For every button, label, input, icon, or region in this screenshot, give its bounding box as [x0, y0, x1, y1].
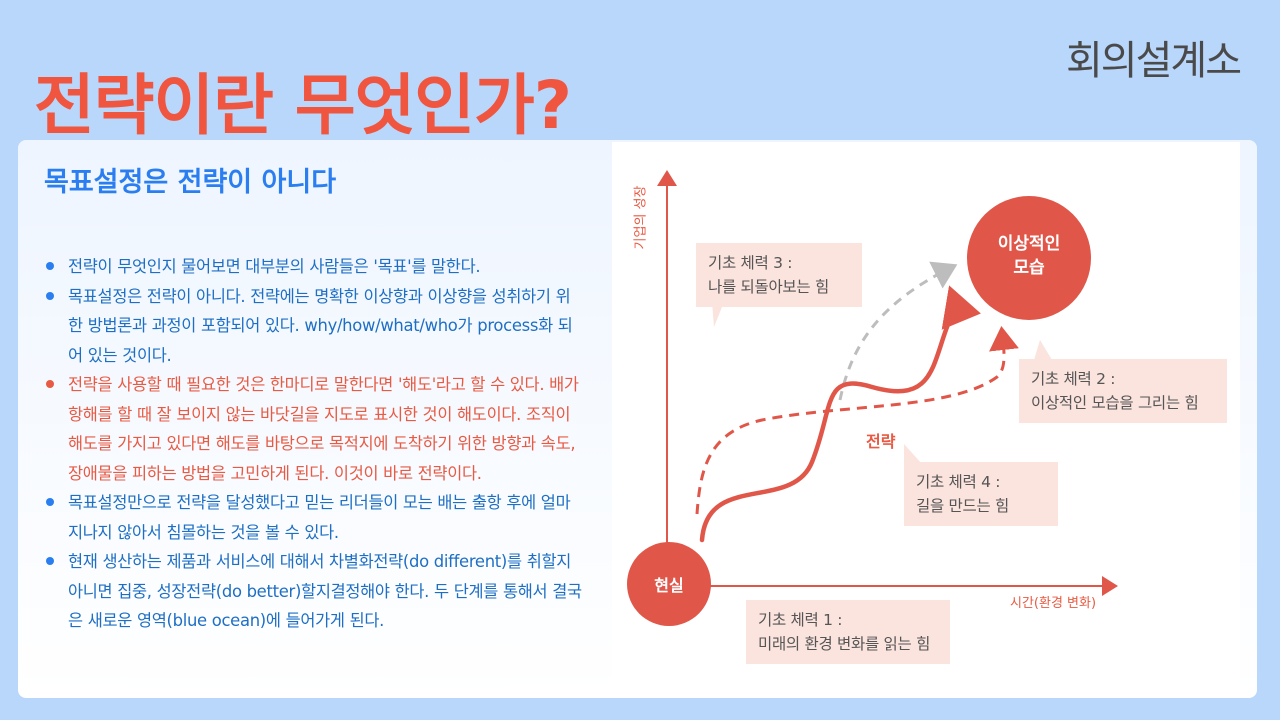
- start-label: 현실: [654, 576, 684, 595]
- bullet-text: 목표설정만으로 전략을 달성했다고 믿는 리더들이 모는 배는 출항 후에 얼마…: [68, 493, 571, 542]
- bullet-text: 현재 생산하는 제품과 서비스에 대해서 차별화전략(do different)…: [68, 552, 582, 630]
- box-title: 기초 체력 4 :: [916, 473, 1001, 491]
- bullet-dot-icon: [46, 557, 54, 565]
- box2-tail: [1034, 340, 1052, 360]
- diagram-svg: [627, 170, 1118, 626]
- strategy-label: 전략: [866, 432, 896, 451]
- goal-circle: [967, 196, 1091, 320]
- bullet-text: 목표설정은 전략이 아니다. 전략에는 명확한 이상향과 이상향을 성취하기 위…: [68, 286, 573, 365]
- bullet-item: 전략을 사용할 때 필요한 것은 한마디로 말한다면 '해도'라고 할 수 있다…: [44, 370, 584, 488]
- ability-box-2: 기초 체력 2 : 이상적인 모습을 그리는 힘: [1019, 359, 1227, 423]
- x-axis-label: 시간(환경 변화): [1010, 596, 1097, 611]
- strategy-diagram: 기업의 성장 시간(환경 변화) 현실 이상적인 모습 전략 기초 체력 3 :…: [612, 142, 1240, 690]
- bullet-text: 전략을 사용할 때 필요한 것은 한마디로 말한다면 '해도'라고 할 수 있다…: [68, 375, 579, 483]
- box-title: 기초 체력 3 :: [708, 254, 793, 272]
- bullet-item: 목표설정만으로 전략을 달성했다고 믿는 리더들이 모는 배는 출항 후에 얼마…: [44, 488, 584, 547]
- box-desc: 나를 되돌아보는 힘: [708, 278, 829, 296]
- y-axis-label: 기업의 성장: [633, 185, 649, 250]
- box-title: 기초 체력 2 :: [1031, 370, 1116, 388]
- bullet-dot-icon: [46, 380, 54, 388]
- bullet-item: 목표설정은 전략이 아니다. 전략에는 명확한 이상향과 이상향을 성취하기 위…: [44, 282, 584, 371]
- goal-label: 이상적인 모습: [967, 232, 1091, 280]
- box-desc: 길을 만드는 힘: [916, 497, 1010, 515]
- start-circle: [627, 542, 711, 626]
- ability-box-1: 기초 체력 1 : 미래의 환경 변화를 읽는 힘: [746, 600, 950, 664]
- bullet-list: 전략이 무엇인지 물어보면 대부분의 사람들은 '목표'를 말한다. 목표설정은…: [44, 252, 584, 636]
- box-title: 기초 체력 1 :: [758, 611, 843, 629]
- bullet-dot-icon: [46, 498, 54, 506]
- section-subtitle: 목표설정은 전략이 아니다: [44, 167, 337, 198]
- ability-box-4: 기초 체력 4 : 길을 만드는 힘: [904, 462, 1058, 526]
- box4-tail: [904, 444, 922, 464]
- box3-tail: [712, 302, 724, 327]
- gray-dashed-arrow: [838, 261, 958, 401]
- strategy-solid-curve: [699, 285, 981, 543]
- ability-box-3: 기초 체력 3 : 나를 되돌아보는 힘: [696, 243, 862, 307]
- goal-label-line2: 모습: [1013, 258, 1045, 278]
- box-desc: 이상적인 모습을 그리는 힘: [1031, 394, 1199, 412]
- box-desc: 미래의 환경 변화를 읽는 힘: [758, 635, 931, 653]
- bullet-item: 현재 생산하는 제품과 서비스에 대해서 차별화전략(do different)…: [44, 547, 584, 636]
- goal-label-line1: 이상적인: [997, 234, 1061, 254]
- bullet-dot-icon: [46, 291, 54, 300]
- page-title: 전략이란 무엇인가?: [34, 67, 572, 144]
- brand-logo: 회의설계소: [1066, 38, 1242, 84]
- bullet-item: 전략이 무엇인지 물어보면 대부분의 사람들은 '목표'를 말한다.: [44, 252, 584, 282]
- strategy-dashed-curve: [695, 326, 1019, 515]
- bullet-text: 전략이 무엇인지 물어보면 대부분의 사람들은 '목표'를 말한다.: [68, 257, 481, 276]
- bullet-dot-icon: [46, 262, 54, 270]
